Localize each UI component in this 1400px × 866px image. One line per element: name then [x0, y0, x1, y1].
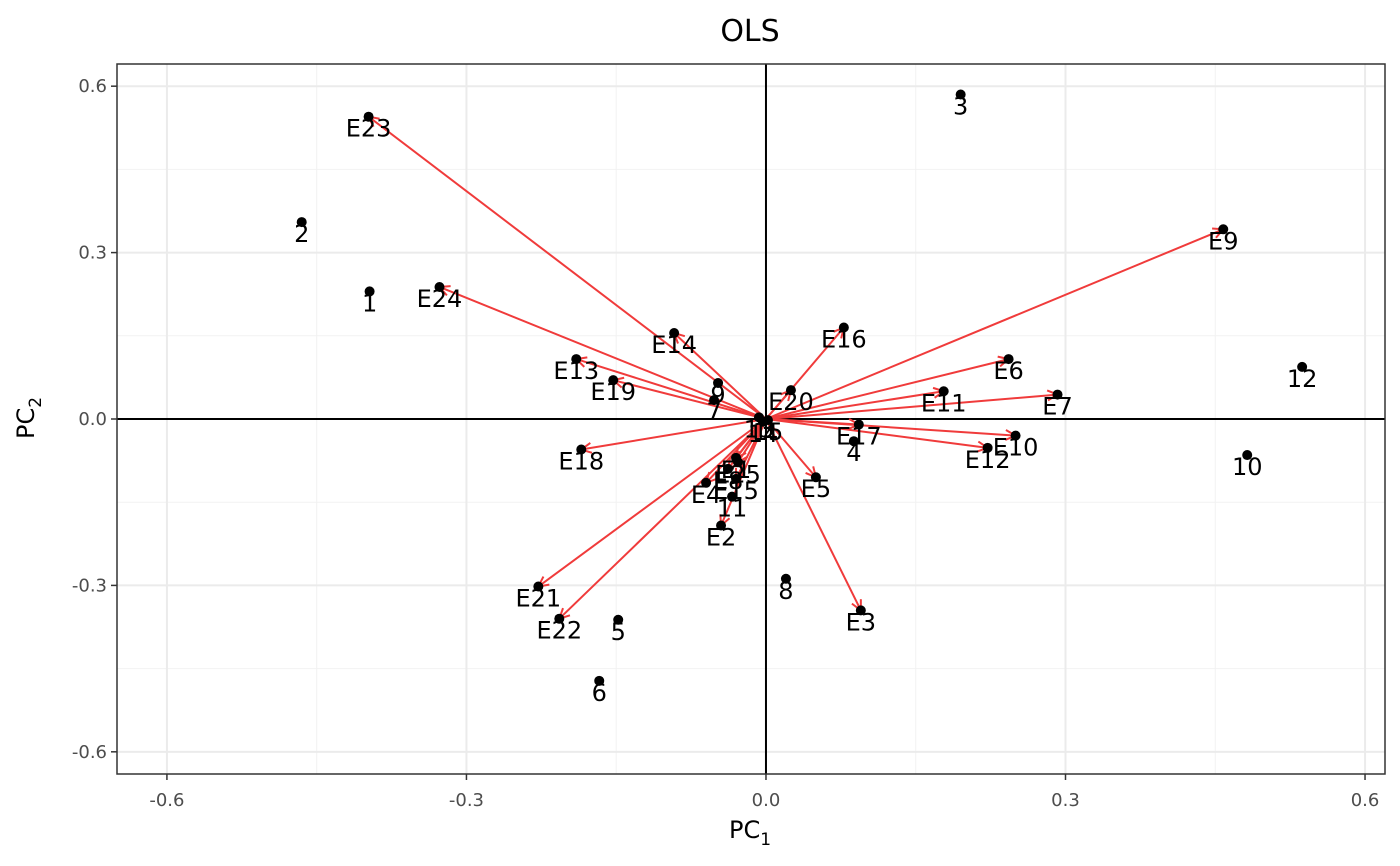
- point-label-3: 3: [953, 93, 968, 121]
- point-label-12: 12: [1287, 365, 1318, 393]
- point-label-E17: E17: [836, 423, 882, 451]
- point-label-5: 5: [611, 618, 626, 646]
- x-tick-label: 0.6: [1351, 790, 1380, 811]
- point-label-E18: E18: [558, 448, 604, 476]
- point-label-E11: E11: [921, 389, 967, 417]
- point-label-E25: E25: [715, 460, 761, 488]
- point-label-E5: E5: [801, 475, 831, 503]
- x-axis-label-sub: 1: [760, 830, 771, 850]
- chart-title: OLS: [720, 14, 779, 49]
- point-label-8: 8: [778, 577, 793, 605]
- point-label-15: 15: [753, 418, 784, 446]
- x-axis-label-main: PC: [729, 816, 760, 844]
- point-label-E7: E7: [1042, 393, 1072, 421]
- point-label-E22: E22: [536, 617, 582, 645]
- point-label-E23: E23: [346, 115, 392, 143]
- point-label-E14: E14: [651, 331, 697, 359]
- y-tick-label: -0.3: [72, 575, 107, 596]
- point-label-E16: E16: [821, 325, 867, 353]
- point-label-E21: E21: [515, 585, 561, 613]
- x-tick-label: -0.3: [449, 790, 484, 811]
- x-axis-ticks: -0.6 -0.3 0.0 0.3 0.6: [149, 774, 1379, 811]
- point-label-E24: E24: [417, 285, 463, 313]
- y-tick-label: 0.3: [78, 243, 107, 264]
- point-label-10: 10: [1232, 453, 1263, 481]
- point-label-9: 9: [710, 381, 725, 409]
- x-axis-label: PC1: [729, 816, 771, 850]
- y-tick-label: 0.6: [78, 76, 107, 97]
- y-tick-label: -0.6: [72, 742, 107, 763]
- point-label-E3: E3: [846, 608, 876, 636]
- y-tick-label: 0.0: [78, 409, 107, 430]
- y-axis-label-sub: 2: [26, 397, 46, 408]
- point-label-E20: E20: [768, 388, 814, 416]
- point-label-E6: E6: [993, 357, 1023, 385]
- y-axis-label: PC2: [12, 397, 46, 439]
- point-label-6: 6: [592, 679, 607, 707]
- point-label-E9: E9: [1208, 227, 1238, 255]
- point-label-E2: E2: [706, 524, 736, 552]
- point-label-1: 1: [362, 289, 377, 317]
- x-tick-label: 0.0: [752, 790, 781, 811]
- point-label-2: 2: [294, 220, 309, 248]
- y-axis-ticks: -0.6 -0.3 0.0 0.3 0.6: [72, 76, 117, 763]
- x-tick-label: -0.6: [149, 790, 184, 811]
- y-axis-label-main: PC: [12, 408, 40, 439]
- x-tick-label: 0.3: [1051, 790, 1080, 811]
- point-label-E19: E19: [590, 378, 636, 406]
- point-label-E12: E12: [965, 446, 1011, 474]
